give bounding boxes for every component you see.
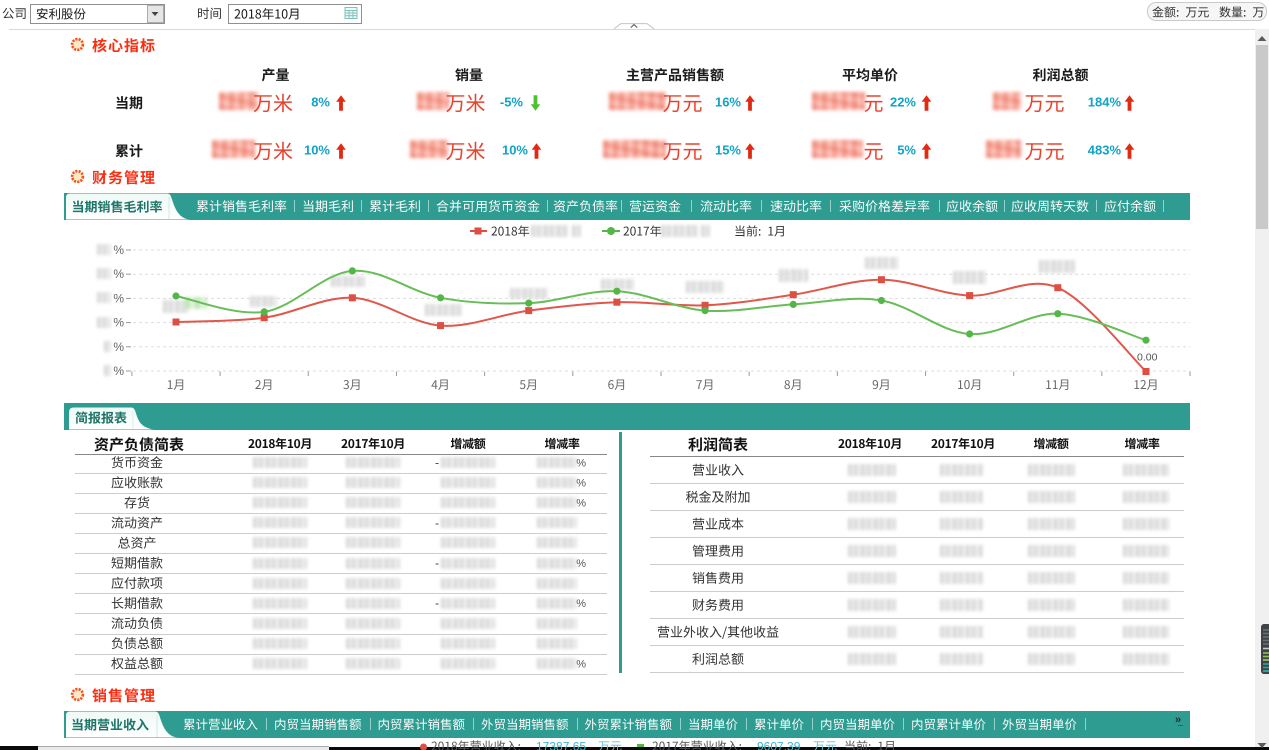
svg-text:%: % <box>113 364 124 378</box>
svg-text:-: - <box>435 556 439 570</box>
svg-text:22%: 22% <box>890 95 916 110</box>
svg-text:%: % <box>113 267 124 281</box>
svg-text:%: % <box>576 598 586 610</box>
svg-text:-5%: -5% <box>500 95 524 110</box>
svg-text:%: % <box>113 316 124 330</box>
svg-text:8%: 8% <box>311 95 330 110</box>
svg-text:-: - <box>435 596 439 610</box>
svg-text:%: % <box>113 291 124 305</box>
svg-text:%: % <box>576 498 586 510</box>
svg-text:%: % <box>113 340 124 354</box>
svg-text:%: % <box>576 458 586 470</box>
svg-text:-: - <box>435 456 439 470</box>
svg-text:15%: 15% <box>715 143 741 158</box>
svg-text:184%: 184% <box>1088 95 1122 110</box>
svg-text:483%: 483% <box>1088 143 1122 158</box>
svg-text:»: » <box>1175 714 1181 726</box>
svg-text:%: % <box>576 478 586 490</box>
svg-text:17387.65: 17387.65 <box>536 740 586 750</box>
svg-text:%: % <box>576 558 586 570</box>
svg-text:-: - <box>435 516 439 530</box>
svg-text:%: % <box>113 243 124 257</box>
svg-text:0.00: 0.00 <box>1137 352 1158 364</box>
svg-text:5%: 5% <box>897 143 916 158</box>
svg-text:10%: 10% <box>502 143 528 158</box>
svg-text:9607.39: 9607.39 <box>757 740 801 750</box>
svg-text:10%: 10% <box>304 143 330 158</box>
svg-text:%: % <box>576 659 586 671</box>
svg-text:16%: 16% <box>715 95 741 110</box>
